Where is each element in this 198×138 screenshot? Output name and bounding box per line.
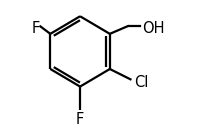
- Text: F: F: [31, 21, 40, 36]
- Text: F: F: [76, 112, 84, 127]
- Text: OH: OH: [142, 21, 165, 36]
- Text: Cl: Cl: [134, 75, 148, 90]
